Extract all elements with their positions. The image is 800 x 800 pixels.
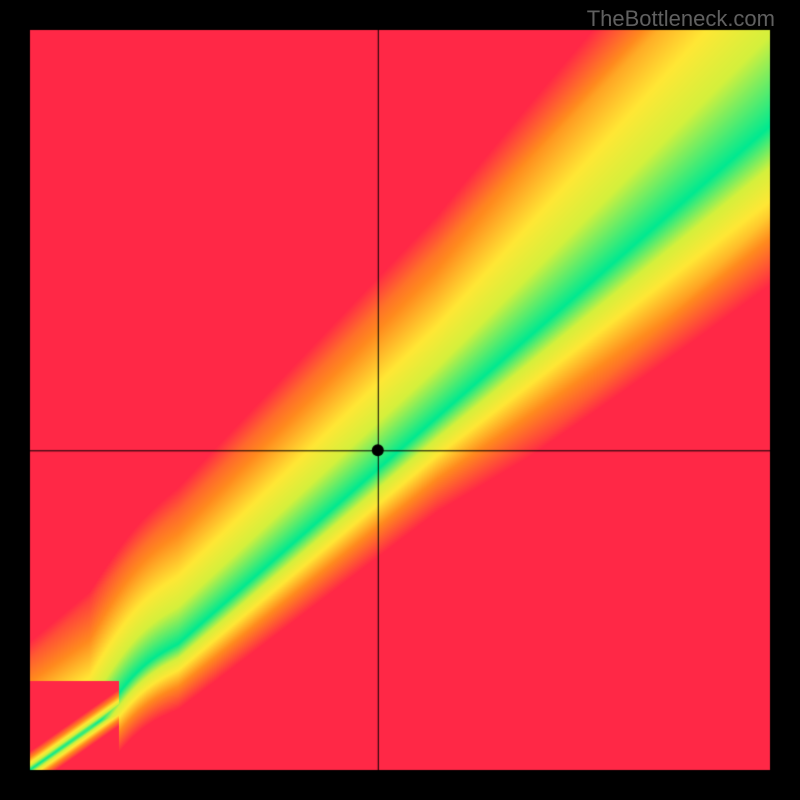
chart-container: TheBottleneck.com [0, 0, 800, 800]
watermark-text: TheBottleneck.com [587, 6, 775, 32]
heatmap-canvas [0, 0, 800, 800]
